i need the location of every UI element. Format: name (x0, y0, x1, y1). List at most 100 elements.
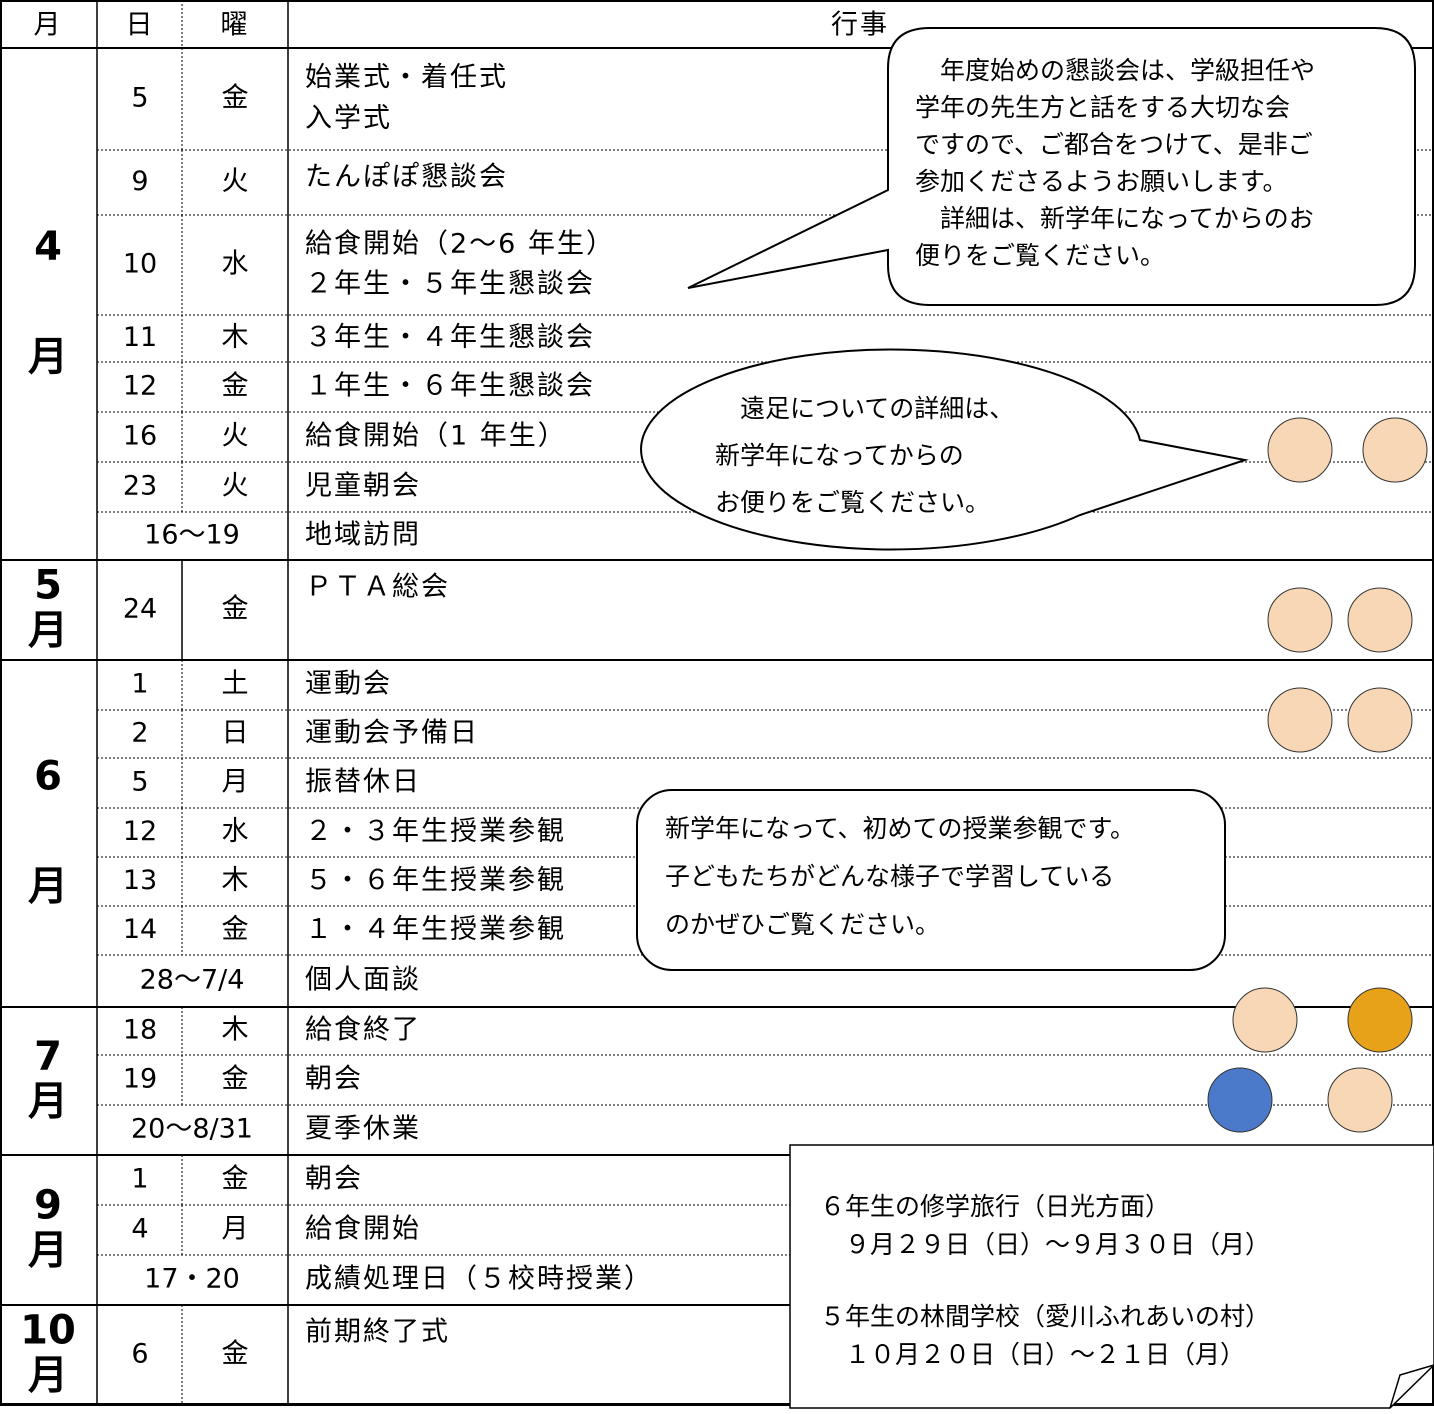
day: 4 (131, 1214, 148, 1245)
illustration (1267, 587, 1333, 653)
note-text: ５年生の林間学校（愛川ふれあいの村） (820, 1302, 1270, 1331)
event: １年生・６年生懇談会 (305, 371, 595, 402)
event: 成績処理日（５校時授業） (305, 1264, 653, 1295)
illustration (1327, 1067, 1393, 1133)
event: 児童朝会 (305, 471, 421, 502)
weekday: 金 (222, 914, 249, 945)
date-range: 28〜7/4 (140, 965, 245, 996)
callout-text: 年度始めの懇談会は、学級担任や (915, 56, 1315, 85)
event: 朝会 (305, 1064, 363, 1095)
weekday: 水 (222, 816, 249, 847)
weekday: 水 (222, 249, 249, 280)
event: ２年生・５年生懇談会 (305, 269, 595, 300)
note: ６年生の修学旅行（日光方面） ９月２９日（日）～９月３０日（月） ５年生の林間学校… (789, 1144, 1434, 1409)
event: 前期終了式 (305, 1317, 450, 1348)
weekday: 木 (222, 1015, 249, 1046)
illustration (1267, 417, 1333, 483)
event: 始業式・着任式 (305, 62, 508, 93)
day: 12 (123, 816, 157, 847)
date-range: 16〜19 (144, 520, 240, 551)
callout-shape (687, 27, 1416, 306)
day: 24 (123, 594, 157, 625)
event: 振替休日 (305, 767, 421, 798)
callout-text: 新学年になって、初めての授業参観です。 (665, 814, 1135, 843)
event: ＰＴＡ総会 (305, 572, 450, 603)
weekday: 火 (222, 471, 249, 502)
illustration (1267, 687, 1333, 753)
event: ２・３年生授業参観 (305, 816, 566, 847)
note-text: ６年生の修学旅行（日光方面） (820, 1192, 1170, 1221)
callout-text: 遠足についての詳細は、 (715, 394, 1014, 423)
day: 11 (123, 322, 157, 353)
weekday: 月 (222, 767, 249, 798)
event: 個人面談 (305, 965, 421, 996)
weekday: 金 (222, 83, 249, 114)
day: 12 (123, 371, 157, 402)
note-text: ９月２９日（日）～９月３０日（月） (820, 1230, 1270, 1259)
event: たんぽぽ懇談会 (305, 162, 508, 193)
day: 6 (131, 1339, 148, 1370)
event: １・４年生授業参観 (305, 914, 566, 945)
weekday: 金 (222, 1164, 249, 1195)
event: ５・６年生授業参観 (305, 865, 566, 896)
callout: 新学年になって、初めての授業参観です。子どもたちがどんな様子で学習しているのかぜ… (636, 789, 1226, 971)
note-corner (1389, 1364, 1434, 1409)
event: 朝会 (305, 1164, 363, 1195)
weekday: 金 (222, 594, 249, 625)
month-label: 月 (28, 1228, 68, 1274)
month-label: 9 (34, 1183, 62, 1229)
header-cell: 曜 (221, 10, 250, 41)
day: 1 (131, 669, 148, 700)
header-cell: 行事 (831, 10, 889, 41)
month-label: 月 (28, 334, 68, 380)
day: 14 (123, 914, 157, 945)
month-label: 10 (20, 1308, 76, 1354)
note-shape (789, 1144, 1434, 1409)
event: 入学式 (305, 103, 392, 134)
callout-text: 子どもたちがどんな様子で学習している (665, 862, 1114, 891)
weekday: 金 (222, 1339, 249, 1370)
callout-shape (640, 348, 1249, 551)
month-label: 月 (28, 608, 68, 654)
event: 給食開始 (305, 1214, 421, 1245)
event: 地域訪問 (305, 520, 421, 551)
header-cell: 月 (34, 10, 63, 41)
month-label: 5 (34, 563, 62, 609)
callout-text: のかぜひご覧ください。 (665, 910, 940, 939)
weekday: 金 (222, 1064, 249, 1095)
weekday: 日 (222, 718, 249, 749)
day: 9 (131, 166, 148, 197)
illustration (1347, 987, 1413, 1053)
day: 10 (123, 249, 157, 280)
date-range: 17・20 (144, 1264, 240, 1295)
callout-text: 新学年になってからの (715, 441, 964, 470)
month-label: 7 (34, 1034, 62, 1080)
day: 18 (123, 1015, 157, 1046)
callout-text: 便りをご覧ください。 (915, 241, 1165, 270)
day: 5 (131, 83, 148, 114)
day: 2 (131, 718, 148, 749)
weekday: 火 (222, 166, 249, 197)
event: 給食終了 (305, 1015, 421, 1046)
day: 16 (123, 421, 157, 452)
month-label: 6 (34, 754, 62, 800)
illustration (1362, 417, 1428, 483)
illustration (1207, 1067, 1273, 1133)
event: 運動会予備日 (305, 718, 479, 749)
weekday: 金 (222, 371, 249, 402)
illustration (1232, 987, 1298, 1053)
day: 13 (123, 865, 157, 896)
event: 給食開始（1 年生） (305, 421, 567, 452)
callout-shape (636, 789, 1226, 971)
event: 給食開始（2〜6 年生） (305, 229, 615, 260)
event: 運動会 (305, 669, 392, 700)
callout-text: 学年の先生方と話をする大切な会 (915, 93, 1290, 122)
callout-text: お便りをご覧ください。 (715, 488, 990, 517)
weekday: 土 (222, 669, 249, 700)
day: 5 (131, 767, 148, 798)
day: 23 (123, 471, 157, 502)
weekday: 火 (222, 421, 249, 452)
callout-text: ですので、ご都合をつけて、是非ご (915, 130, 1313, 159)
